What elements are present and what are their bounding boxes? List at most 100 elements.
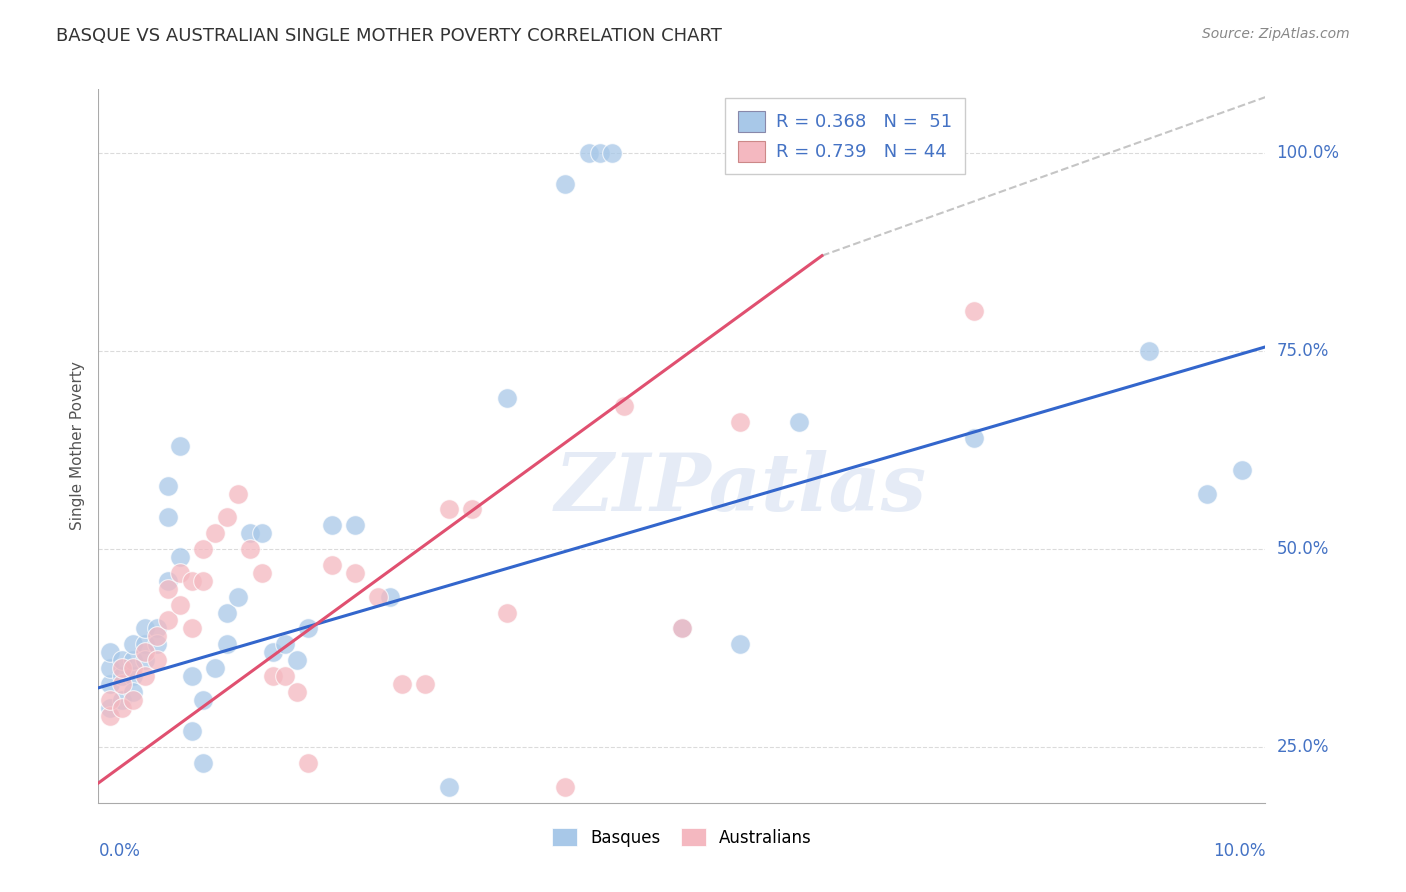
Text: Source: ZipAtlas.com: Source: ZipAtlas.com: [1202, 27, 1350, 41]
Point: [612, 400, 634, 414]
Point: [111, 692, 134, 706]
Point: [787, 415, 810, 429]
Point: [122, 692, 145, 706]
Text: BASQUE VS AUSTRALIAN SINGLE MOTHER POVERTY CORRELATION CHART: BASQUE VS AUSTRALIAN SINGLE MOTHER POVER…: [56, 27, 723, 45]
Point: [274, 637, 297, 651]
Point: [285, 653, 308, 667]
Point: [111, 653, 134, 667]
Point: [157, 510, 180, 524]
Point: [180, 574, 202, 588]
Point: [787, 145, 810, 160]
Point: [962, 431, 984, 445]
Point: [730, 415, 752, 429]
Point: [1137, 343, 1160, 358]
Point: [496, 392, 519, 406]
Point: [193, 574, 215, 588]
Text: 100.0%: 100.0%: [1277, 144, 1340, 161]
Point: [671, 621, 693, 635]
Point: [98, 645, 121, 659]
Point: [391, 677, 413, 691]
Point: [98, 700, 121, 714]
Point: [98, 708, 121, 723]
Point: [98, 677, 121, 691]
Point: [239, 526, 262, 541]
Point: [250, 526, 273, 541]
Point: [169, 549, 191, 564]
Point: [250, 566, 273, 580]
Legend: Basques, Australians: Basques, Australians: [544, 820, 820, 855]
Point: [321, 558, 343, 572]
Point: [846, 145, 869, 160]
Point: [589, 145, 612, 160]
Point: [122, 661, 145, 675]
Point: [1195, 486, 1218, 500]
Point: [962, 304, 984, 318]
Point: [134, 637, 156, 651]
Point: [344, 566, 367, 580]
Point: [215, 637, 238, 651]
Point: [904, 145, 927, 160]
Point: [122, 637, 145, 651]
Point: [262, 645, 284, 659]
Point: [297, 756, 319, 771]
Point: [228, 590, 250, 604]
Point: [1230, 463, 1253, 477]
Point: [169, 439, 191, 453]
Point: [98, 692, 121, 706]
Point: [193, 756, 215, 771]
Text: 50.0%: 50.0%: [1277, 540, 1329, 558]
Point: [554, 780, 576, 794]
Point: [146, 637, 169, 651]
Point: [437, 502, 460, 516]
Point: [730, 637, 752, 651]
Point: [134, 645, 156, 659]
Point: [169, 598, 191, 612]
Point: [157, 478, 180, 492]
Point: [285, 685, 308, 699]
Point: [146, 629, 169, 643]
Point: [671, 621, 693, 635]
Point: [193, 542, 215, 557]
Point: [554, 178, 576, 192]
Point: [122, 685, 145, 699]
Point: [367, 590, 389, 604]
Point: [134, 621, 156, 635]
Point: [146, 621, 169, 635]
Point: [193, 692, 215, 706]
Point: [180, 621, 202, 635]
Point: [98, 661, 121, 675]
Point: [111, 677, 134, 691]
Point: [169, 566, 191, 580]
Point: [262, 669, 284, 683]
Point: [134, 669, 156, 683]
Point: [228, 486, 250, 500]
Point: [146, 653, 169, 667]
Point: [204, 526, 226, 541]
Point: [134, 653, 156, 667]
Point: [111, 669, 134, 683]
Point: [215, 510, 238, 524]
Point: [600, 145, 623, 160]
Point: [122, 669, 145, 683]
Point: [274, 669, 297, 683]
Point: [122, 653, 145, 667]
Point: [157, 582, 180, 596]
Point: [111, 700, 134, 714]
Point: [380, 590, 402, 604]
Text: 10.0%: 10.0%: [1213, 842, 1265, 860]
Point: [180, 724, 202, 739]
Y-axis label: Single Mother Poverty: Single Mother Poverty: [69, 361, 84, 531]
Point: [204, 661, 226, 675]
Point: [413, 677, 436, 691]
Point: [157, 614, 180, 628]
Point: [344, 518, 367, 533]
Point: [321, 518, 343, 533]
Point: [215, 606, 238, 620]
Point: [239, 542, 262, 557]
Point: [157, 574, 180, 588]
Point: [496, 606, 519, 620]
Point: [111, 661, 134, 675]
Point: [578, 145, 600, 160]
Point: [461, 502, 484, 516]
Text: 75.0%: 75.0%: [1277, 342, 1329, 359]
